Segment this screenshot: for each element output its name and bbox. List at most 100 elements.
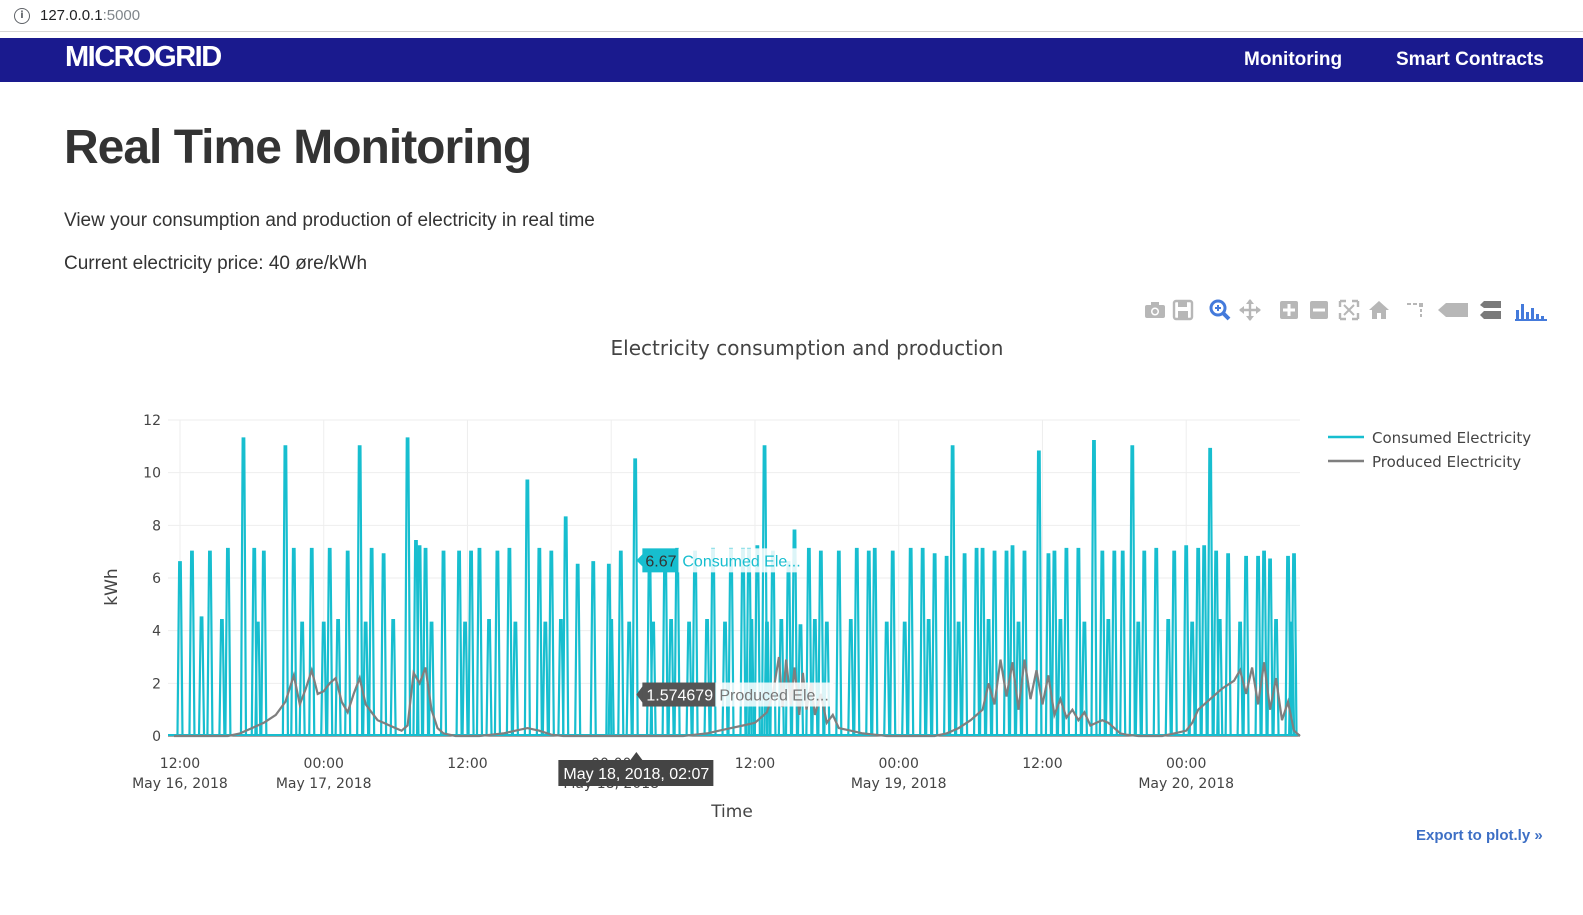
consumed-spike xyxy=(907,547,915,737)
reset-axes-icon[interactable] xyxy=(1367,298,1391,322)
consumed-spike xyxy=(1128,445,1136,737)
consumed-spike xyxy=(925,619,933,737)
page-subtitle: View your consumption and production of … xyxy=(64,210,595,231)
consumed-spike xyxy=(703,619,711,737)
x-tick-label: 12:00 xyxy=(447,756,487,772)
consumed-spike xyxy=(298,621,306,737)
y-tick-label: 10 xyxy=(143,466,161,482)
spike-lines-icon[interactable] xyxy=(1404,298,1428,322)
consumed-spike xyxy=(871,547,879,737)
hover-closest-icon[interactable] xyxy=(1436,298,1470,322)
consumed-spike xyxy=(206,550,214,737)
consumed-spike xyxy=(1140,550,1148,737)
browser-address-bar[interactable]: i 127.0.0.1:5000 xyxy=(0,0,1583,32)
consumed-spike xyxy=(753,545,761,737)
consumed-spike xyxy=(943,555,951,737)
consumed-spike xyxy=(811,619,819,737)
consumed-spike xyxy=(847,619,855,737)
zoom-in-icon[interactable] xyxy=(1277,298,1301,322)
autoscale-icon[interactable] xyxy=(1337,298,1361,322)
camera-icon[interactable] xyxy=(1143,298,1167,322)
url-text[interactable]: 127.0.0.1:5000 xyxy=(40,7,140,24)
consumed-spike xyxy=(901,621,909,737)
consumed-spike xyxy=(649,621,657,737)
consumed-spike xyxy=(403,437,412,737)
consumed-spike xyxy=(617,550,625,737)
consumed-spike xyxy=(984,619,993,737)
consumed-spike xyxy=(218,619,226,737)
consumed-spike xyxy=(541,621,549,737)
export-to-plotly-link[interactable]: Export to plot.ly » xyxy=(1416,827,1543,844)
consumed-spike xyxy=(1194,547,1202,737)
nav-link-smart-contracts[interactable]: Smart Contracts xyxy=(1396,49,1544,70)
page-title: Real Time Monitoring xyxy=(64,121,532,174)
y-tick-label: 8 xyxy=(152,518,161,534)
consumed-spike xyxy=(1098,550,1106,737)
brand-logo[interactable]: MICROGRID xyxy=(65,41,222,73)
chart[interactable]: Electricity consumption and production 0… xyxy=(0,330,1583,830)
consumed-spike xyxy=(1164,619,1172,737)
consumed-spike xyxy=(1020,550,1029,737)
consumed-spike xyxy=(427,621,436,737)
save-icon[interactable] xyxy=(1171,298,1195,322)
x-tick-label: 00:00 xyxy=(304,756,344,772)
consumed-spike xyxy=(769,550,777,737)
consumed-spike xyxy=(356,445,364,737)
consumed-spike xyxy=(511,621,519,737)
nav-link-monitoring[interactable]: Monitoring xyxy=(1244,49,1343,70)
consumed-spike xyxy=(485,619,493,737)
x-tick-label: 12:00 xyxy=(160,756,200,772)
hover-compare-icon[interactable] xyxy=(1477,298,1503,322)
legend-label-consumed[interactable]: Consumed Electricity xyxy=(1372,429,1531,447)
x-tick-date-label: May 17, 2018 xyxy=(276,776,372,792)
pan-icon[interactable] xyxy=(1238,298,1262,322)
hover-value-box-consumed xyxy=(642,548,679,573)
info-icon[interactable]: i xyxy=(14,8,30,24)
consumed-spike xyxy=(1090,439,1098,737)
consumed-spike xyxy=(188,550,196,737)
consumed-spike xyxy=(1254,555,1262,737)
zoom-out-icon[interactable] xyxy=(1307,298,1331,322)
chart-legend[interactable]: Consumed Electricity Produced Electricit… xyxy=(1328,429,1531,471)
x-tick-label: 12:00 xyxy=(735,756,775,772)
consumed-spike xyxy=(955,621,963,737)
consumed-spike xyxy=(1062,547,1071,737)
x-axis-title: Time xyxy=(710,802,753,822)
hover-x-box xyxy=(558,760,714,786)
chart-title: Electricity consumption and production xyxy=(611,336,1004,360)
consumed-spike xyxy=(239,437,248,737)
zoom-icon[interactable] xyxy=(1208,298,1232,322)
x-tick-label: 00:00 xyxy=(879,756,919,772)
hover-consumed-value: 6.67 xyxy=(645,553,676,570)
consumed-spike xyxy=(865,550,873,737)
consumed-spike xyxy=(1170,550,1178,737)
consumed-spike xyxy=(1119,550,1127,737)
consumed-spike xyxy=(1056,619,1065,737)
consumed-spike xyxy=(523,479,531,737)
legend-label-produced[interactable]: Produced Electricity xyxy=(1372,453,1521,471)
consumed-spike xyxy=(685,621,693,737)
consumed-spike xyxy=(1035,450,1043,737)
hover-produced-value: 1.574679 xyxy=(646,688,713,705)
chart-axes: 0 2 4 6 8 10 12 12:00 May 16, 2018 00:00 May 17, 2… xyxy=(132,413,1234,792)
consumed-spike xyxy=(467,550,475,737)
consumed-spike xyxy=(439,550,448,737)
consumed-spike xyxy=(853,547,861,737)
navbar: MICROGRID Monitoring Smart Contracts xyxy=(0,38,1583,82)
hover-name-box-produced xyxy=(715,682,834,707)
consumed-spike xyxy=(1074,547,1082,737)
consumed-spike xyxy=(1110,550,1118,737)
consumed-spike xyxy=(805,547,813,737)
consumed-spike xyxy=(931,553,939,737)
consumed-spike xyxy=(978,547,987,737)
plot-modebar xyxy=(1140,298,1560,324)
consumed-spike xyxy=(461,621,469,737)
x-tick-date-label: May 16, 2018 xyxy=(132,776,228,792)
consumed-spike xyxy=(889,550,897,737)
consumed-spike xyxy=(176,561,184,737)
consumed-spike xyxy=(673,547,681,737)
plotly-logo-icon[interactable] xyxy=(1514,298,1548,322)
consumed-spike xyxy=(421,547,430,737)
consumed-spike xyxy=(562,516,570,737)
consumed-spike xyxy=(1200,545,1208,737)
